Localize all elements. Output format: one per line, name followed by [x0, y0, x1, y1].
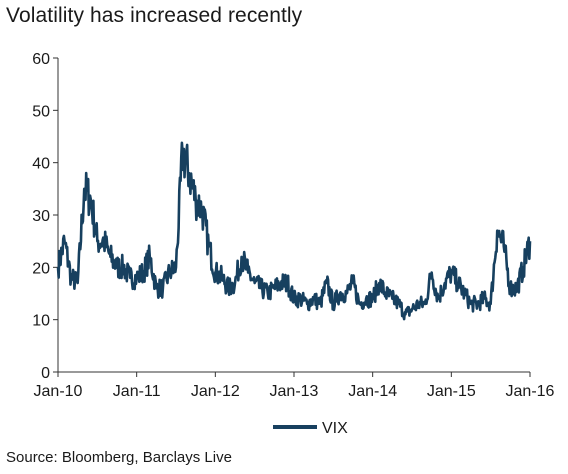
chart-title: Volatility has increased recently: [6, 4, 303, 27]
series-layer: [56, 141, 532, 321]
x-tick-label: Jan-12: [191, 383, 240, 400]
x-tick-label: Jan-11: [113, 383, 161, 400]
y-tick-label: 10: [32, 313, 50, 330]
y-tick-label: 0: [41, 365, 50, 382]
series-line-vix: [56, 141, 532, 321]
x-axis-ticks: Jan-10 Jan-11 Jan-12 Jan-13 Jan-14 Jan-15 Jan-…: [34, 372, 555, 400]
y-tick-label: 20: [32, 260, 50, 277]
legend-label-vix: VIX: [322, 420, 348, 437]
x-tick-label: Jan-15: [427, 383, 476, 400]
source-note: Source: Bloomberg, Barclays Live: [6, 449, 232, 466]
x-tick-label: Jan-13: [270, 383, 319, 400]
x-tick-label: Jan-16: [506, 383, 555, 400]
y-tick-label: 40: [32, 156, 50, 173]
y-tick-label: 50: [32, 103, 50, 120]
y-tick-label: 30: [32, 208, 50, 225]
chart-axes: [57, 58, 530, 373]
y-tick-label: 60: [32, 51, 50, 68]
legend: VIX: [273, 420, 348, 437]
x-tick-label: Jan-10: [34, 383, 83, 400]
y-axis-ticks: 0 10 20 30 40 50 60: [32, 51, 58, 382]
x-tick-label: Jan-14: [348, 383, 397, 400]
